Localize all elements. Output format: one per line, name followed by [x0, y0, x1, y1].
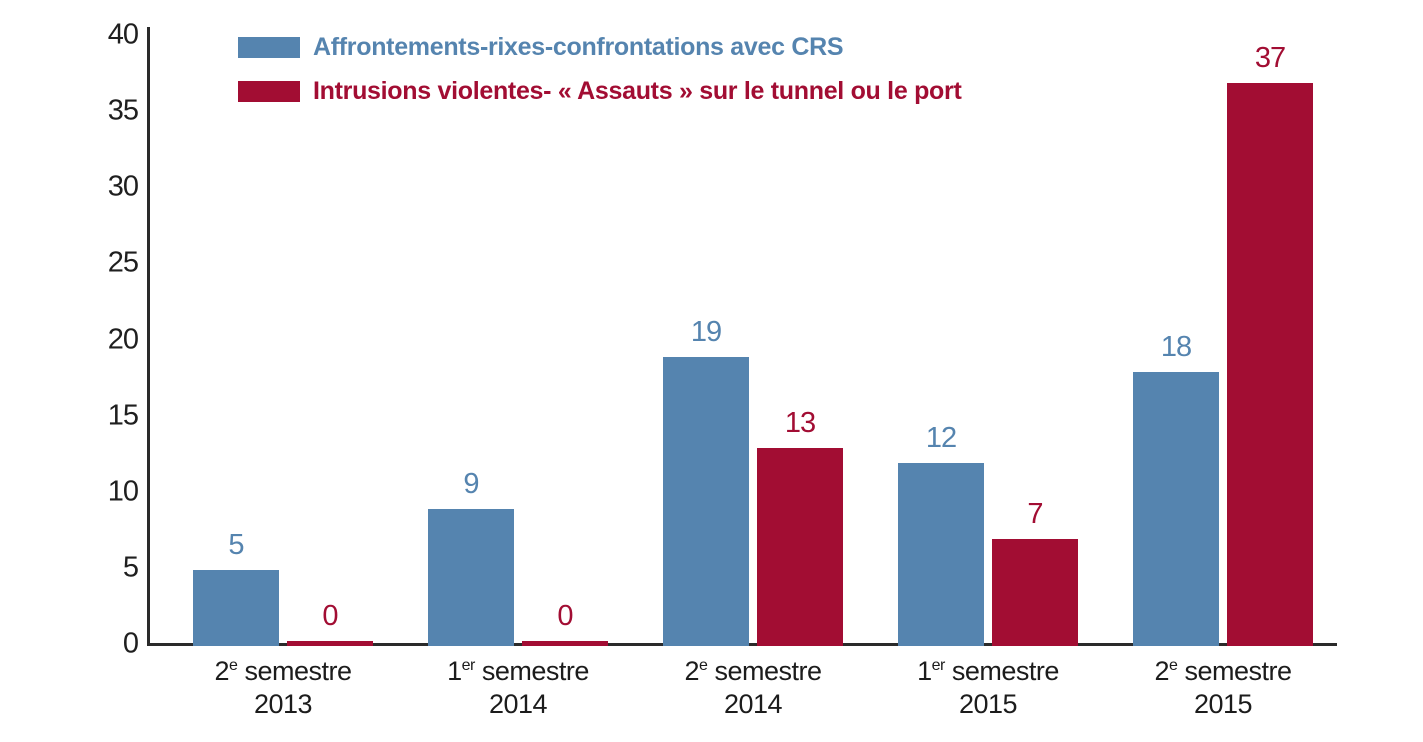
bar-crs-2015	[1133, 371, 1219, 646]
bar-crs-2014	[428, 508, 514, 646]
bar-crs-2014	[663, 356, 749, 646]
x-tick-label: 1er semestre 2015	[917, 656, 1059, 719]
bar-value-label: 0	[557, 600, 573, 632]
y-tick-label: 30	[107, 170, 139, 203]
bar-intrusions-2015	[1227, 82, 1313, 646]
legend-label-intrusions: Intrusions violentes- « Assauts » sur le…	[313, 77, 962, 105]
bar-value-label: 12	[925, 422, 957, 455]
bar-intrusions-2015	[992, 539, 1078, 646]
legend-label-crs: Affrontements-rixes-confrontations avec …	[313, 33, 844, 61]
y-tick-label: 15	[107, 399, 139, 432]
x-tick-label: 2e semestre 2013	[214, 656, 352, 719]
x-tick-label: 2e semestre 2014	[684, 656, 822, 719]
legend-item-crs: Affrontements-rixes-confrontations avec …	[238, 33, 961, 62]
bar-value-label: 0	[322, 600, 338, 632]
bar-value-label: 5	[228, 528, 244, 561]
legend-item-intrusions: Intrusions violentes- « Assauts » sur le…	[238, 77, 962, 106]
y-tick-label: 35	[107, 94, 139, 127]
legend-swatch-blue	[238, 37, 300, 58]
y-tick-label: 5	[122, 551, 139, 584]
x-tick-label: 2e semestre 2015	[1154, 656, 1292, 719]
bar-value-label: 13	[784, 407, 816, 440]
bar-value-label: 18	[1160, 330, 1192, 363]
y-axis-tick-labels: 0 5 10 15 20 25 30 35 40	[0, 0, 139, 742]
y-tick-label: 25	[107, 246, 139, 279]
bar-crs-2015	[898, 463, 984, 646]
y-axis-line	[147, 27, 150, 646]
bar-value-label: 37	[1254, 41, 1286, 74]
y-tick-label: 40	[107, 18, 139, 51]
bar-intrusions-2014	[757, 448, 843, 646]
y-tick-label: 20	[107, 323, 139, 355]
x-tick-label: 1er semestre 2014	[447, 656, 589, 719]
bar-value-label: 19	[690, 315, 722, 348]
y-tick-label: 0	[122, 627, 139, 660]
bar-value-label: 7	[1027, 498, 1043, 531]
bar-intrusions-2014	[522, 641, 608, 646]
x-axis-labels: 2e semestre 2013 1er semestre 2014 2e semest…	[148, 655, 1337, 735]
bar-intrusions-2013	[287, 641, 373, 646]
bar-crs-2013	[193, 569, 279, 646]
legend: Affrontements-rixes-confrontations avec …	[238, 33, 962, 106]
bar-value-label: 9	[463, 467, 479, 500]
y-tick-label: 10	[107, 475, 139, 508]
legend-swatch-red	[238, 81, 300, 102]
plot-area: 5 0 9 0 19 13 12 7 18 37	[148, 35, 1337, 646]
